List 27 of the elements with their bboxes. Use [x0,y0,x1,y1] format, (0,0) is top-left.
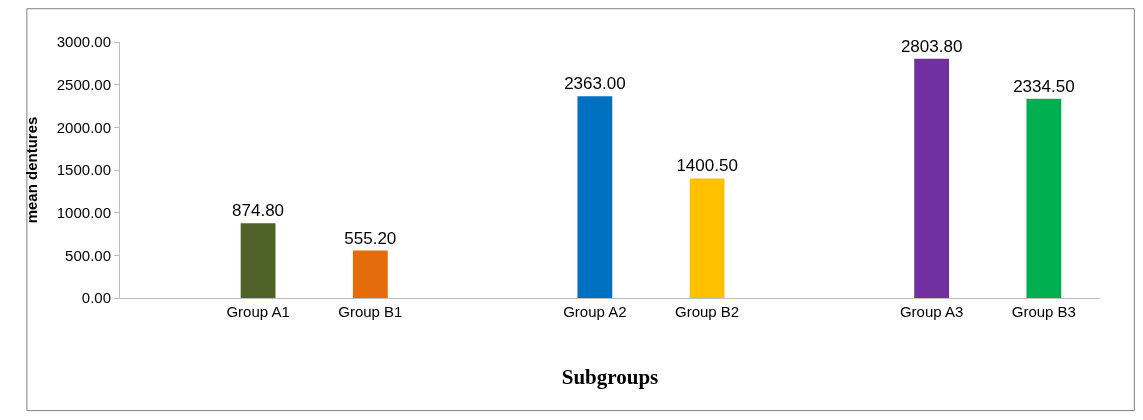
y-axis-title: mean dentures [23,116,41,224]
bar [577,96,613,298]
x-tick-label: Group A2 [563,303,627,320]
bar [352,250,388,298]
y-tick-label: 500.00 [65,246,111,264]
bar [914,58,950,298]
data-label: 2363.00 [564,74,626,94]
data-label: 874.80 [232,201,285,221]
x-tick-label: Group B3 [1011,303,1076,320]
y-tick-label: 3000.00 [56,33,111,51]
y-tick-label: 0.00 [81,289,111,307]
y-tick-label: 2500.00 [56,75,111,93]
data-label: 2803.80 [900,36,963,56]
x-tick-label: Group A1 [226,303,290,320]
x-tick-label: Group B2 [674,303,740,320]
bar [240,223,276,298]
x-tick-label: Group B1 [338,303,403,320]
data-label: 2334.50 [1013,76,1075,96]
data-label: 555.20 [344,228,397,248]
y-tick-label: 1500.00 [56,161,111,179]
x-axis-title: Subgroups [561,365,659,390]
x-tick-label: Group A3 [899,303,964,320]
bar [1026,98,1062,298]
data-label: 1400.50 [676,156,738,176]
y-tick-label: 2000.00 [56,118,111,136]
y-tick-label: 1000.00 [56,203,111,221]
bar [689,178,725,298]
